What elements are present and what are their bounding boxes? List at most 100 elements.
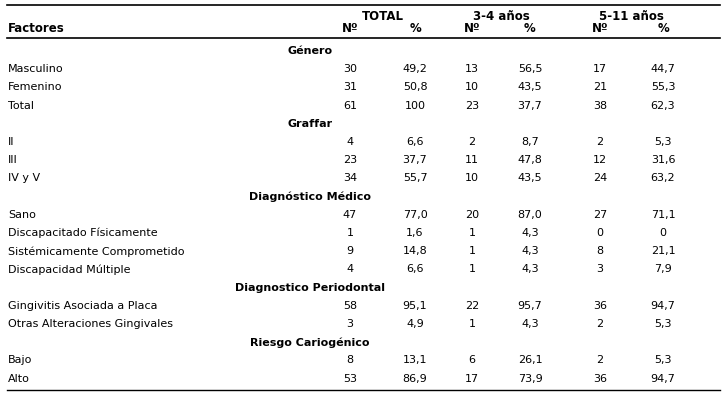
Text: 38: 38 xyxy=(593,100,607,111)
Text: Nº: Nº xyxy=(342,22,358,35)
Text: 3: 3 xyxy=(596,264,603,274)
Text: 4: 4 xyxy=(347,137,353,147)
Text: 4,3: 4,3 xyxy=(521,228,539,238)
Text: 6: 6 xyxy=(468,355,475,365)
Text: 49,2: 49,2 xyxy=(403,64,427,74)
Text: %: % xyxy=(409,22,421,35)
Text: 4,3: 4,3 xyxy=(521,246,539,256)
Text: 1: 1 xyxy=(468,264,475,274)
Text: Bajo: Bajo xyxy=(8,355,33,365)
Text: 6,6: 6,6 xyxy=(406,264,424,274)
Text: 2: 2 xyxy=(596,137,603,147)
Text: 5-11 años: 5-11 años xyxy=(599,10,664,23)
Text: 8,7: 8,7 xyxy=(521,137,539,147)
Text: 43,5: 43,5 xyxy=(518,83,542,93)
Text: 94,7: 94,7 xyxy=(651,374,675,384)
Text: 8: 8 xyxy=(347,355,353,365)
Text: 31,6: 31,6 xyxy=(651,155,675,165)
Text: 4,3: 4,3 xyxy=(521,319,539,329)
Text: 50,8: 50,8 xyxy=(403,83,427,93)
Text: Nº: Nº xyxy=(592,22,608,35)
Text: Factores: Factores xyxy=(8,22,65,35)
Text: 0: 0 xyxy=(659,228,667,238)
Text: II: II xyxy=(8,137,15,147)
Text: 36: 36 xyxy=(593,374,607,384)
Text: 27: 27 xyxy=(593,210,607,220)
Text: 23: 23 xyxy=(343,155,357,165)
Text: 7,9: 7,9 xyxy=(654,264,672,274)
Text: 14,8: 14,8 xyxy=(403,246,427,256)
Text: 4: 4 xyxy=(347,264,353,274)
Text: 31: 31 xyxy=(343,83,357,93)
Text: Género: Género xyxy=(287,46,332,56)
Text: 73,9: 73,9 xyxy=(518,374,542,384)
Text: 95,1: 95,1 xyxy=(403,301,427,311)
Text: 36: 36 xyxy=(593,301,607,311)
Text: 17: 17 xyxy=(465,374,479,384)
Text: Diagnóstico Médico: Diagnóstico Médico xyxy=(249,192,371,202)
Text: 4,9: 4,9 xyxy=(406,319,424,329)
Text: 55,7: 55,7 xyxy=(403,173,427,183)
Text: 86,9: 86,9 xyxy=(403,374,427,384)
Text: %: % xyxy=(657,22,669,35)
Text: 17: 17 xyxy=(593,64,607,74)
Text: 9: 9 xyxy=(347,246,353,256)
Text: III: III xyxy=(8,155,17,165)
Text: 43,5: 43,5 xyxy=(518,173,542,183)
Text: 55,3: 55,3 xyxy=(651,83,675,93)
Text: 23: 23 xyxy=(465,100,479,111)
Text: Graffar: Graffar xyxy=(287,119,332,129)
Text: 5,3: 5,3 xyxy=(654,319,672,329)
Text: Total: Total xyxy=(8,100,34,111)
Text: Diagnostico Periodontal: Diagnostico Periodontal xyxy=(235,283,385,293)
Text: Otras Alteraciones Gingivales: Otras Alteraciones Gingivales xyxy=(8,319,173,329)
Text: 1: 1 xyxy=(468,319,475,329)
Text: 8: 8 xyxy=(596,246,603,256)
Text: Masculino: Masculino xyxy=(8,64,64,74)
Text: 2: 2 xyxy=(596,319,603,329)
Text: 58: 58 xyxy=(343,301,357,311)
Text: 37,7: 37,7 xyxy=(403,155,427,165)
Text: 13,1: 13,1 xyxy=(403,355,427,365)
Text: 22: 22 xyxy=(465,301,479,311)
Text: Femenino: Femenino xyxy=(8,83,63,93)
Text: 87,0: 87,0 xyxy=(518,210,542,220)
Text: 1: 1 xyxy=(347,228,353,238)
Text: 24: 24 xyxy=(593,173,607,183)
Text: 30: 30 xyxy=(343,64,357,74)
Text: 11: 11 xyxy=(465,155,479,165)
Text: 21: 21 xyxy=(593,83,607,93)
Text: 20: 20 xyxy=(465,210,479,220)
Text: 94,7: 94,7 xyxy=(651,301,675,311)
Text: 77,0: 77,0 xyxy=(403,210,427,220)
Text: 61: 61 xyxy=(343,100,357,111)
Text: 12: 12 xyxy=(593,155,607,165)
Text: 3: 3 xyxy=(347,319,353,329)
Text: Nº: Nº xyxy=(464,22,481,35)
Text: Sistémicamente Comprometido: Sistémicamente Comprometido xyxy=(8,246,185,257)
Text: 1,6: 1,6 xyxy=(406,228,424,238)
Text: 53: 53 xyxy=(343,374,357,384)
Text: %: % xyxy=(524,22,536,35)
Text: 5,3: 5,3 xyxy=(654,137,672,147)
Text: 0: 0 xyxy=(596,228,603,238)
Text: 6,6: 6,6 xyxy=(406,137,424,147)
Text: 1: 1 xyxy=(468,246,475,256)
Text: 3-4 años: 3-4 años xyxy=(473,10,529,23)
Text: Discapacitado Físicamente: Discapacitado Físicamente xyxy=(8,228,158,239)
Text: 47,8: 47,8 xyxy=(518,155,542,165)
Text: 4,3: 4,3 xyxy=(521,264,539,274)
Text: 10: 10 xyxy=(465,83,479,93)
Text: Sano: Sano xyxy=(8,210,36,220)
Text: TOTAL: TOTAL xyxy=(361,10,403,23)
Text: 26,1: 26,1 xyxy=(518,355,542,365)
Text: Discapacidad Múltiple: Discapacidad Múltiple xyxy=(8,264,131,275)
Text: 5,3: 5,3 xyxy=(654,355,672,365)
Text: Gingivitis Asociada a Placa: Gingivitis Asociada a Placa xyxy=(8,301,158,311)
Text: 44,7: 44,7 xyxy=(651,64,675,74)
Text: 2: 2 xyxy=(596,355,603,365)
Text: 56,5: 56,5 xyxy=(518,64,542,74)
Text: 95,7: 95,7 xyxy=(518,301,542,311)
Text: 47: 47 xyxy=(343,210,357,220)
Text: 1: 1 xyxy=(468,228,475,238)
